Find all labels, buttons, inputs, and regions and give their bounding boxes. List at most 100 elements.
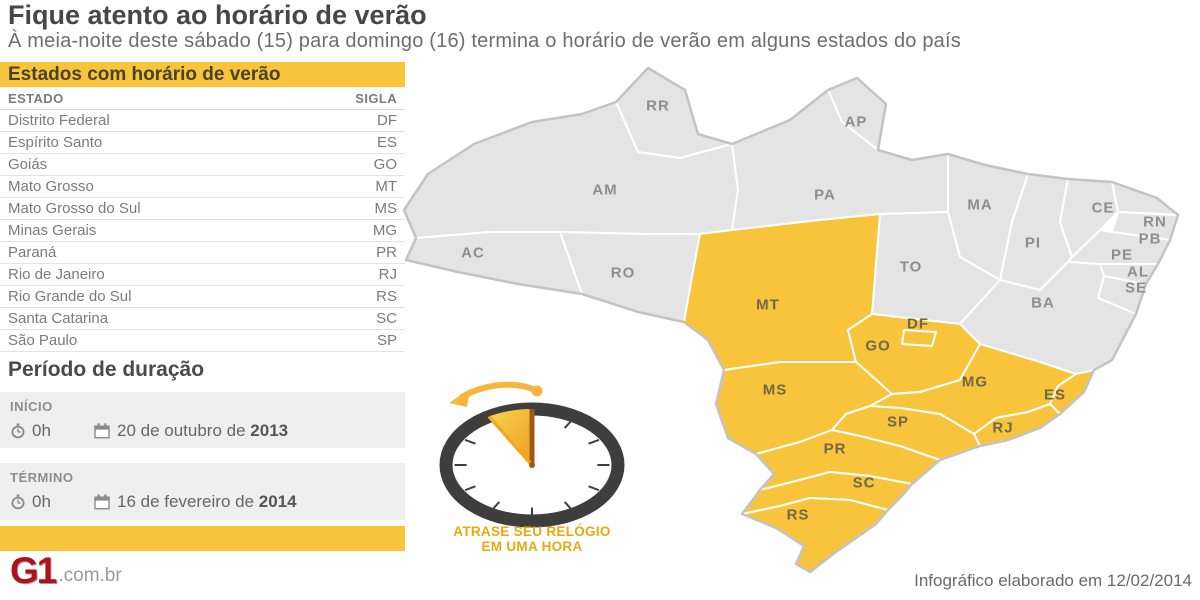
state-shape-RS xyxy=(741,497,889,573)
calendar-icon xyxy=(94,494,110,510)
state-label-MG: MG xyxy=(962,374,988,391)
state-code: DF xyxy=(377,112,397,129)
state-name: Rio Grande do Sul xyxy=(8,288,132,305)
state-label-TO: TO xyxy=(900,259,923,276)
state-name: Paraná xyxy=(8,244,57,261)
state-label-ES: ES xyxy=(1044,387,1066,404)
table-row: Rio de Janeiro RJ xyxy=(0,264,405,286)
clock-caption: ATRASE SEU RELÓGIO EM UMA HORA xyxy=(422,524,642,554)
clock-illustration xyxy=(422,380,642,538)
state-shape-RN xyxy=(1111,181,1179,216)
clock-icon xyxy=(10,423,26,439)
state-name: Minas Gerais xyxy=(8,222,97,239)
g1-logo: G1 .com.br xyxy=(10,552,122,589)
clock-icon xyxy=(10,494,26,510)
state-label-PR: PR xyxy=(824,441,847,458)
state-label-AL: AL xyxy=(1127,264,1149,281)
state-label-CE: CE xyxy=(1092,200,1115,217)
table-row: São Paulo SP xyxy=(0,330,405,352)
period-start-label: INÍCIO xyxy=(10,399,53,414)
state-label-DF: DF xyxy=(907,316,929,333)
state-label-GO: GO xyxy=(865,338,890,355)
state-label-PB: PB xyxy=(1139,231,1162,248)
period-end-time: 0h xyxy=(32,492,51,511)
state-label-BA: BA xyxy=(1031,295,1055,312)
table-row: Santa Catarina SC xyxy=(0,308,405,330)
state-code: PR xyxy=(376,244,397,261)
state-label-RJ: RJ xyxy=(992,420,1013,437)
period-start-time: 0h xyxy=(32,421,51,440)
period-start-box: INÍCIO 0h 20 de outubro de 2013 xyxy=(0,392,405,448)
state-code: ES xyxy=(376,134,397,151)
clock-caption-line1: ATRASE SEU RELÓGIO xyxy=(453,524,611,539)
table-row: Mato Grosso MT xyxy=(0,176,405,198)
clock-caption-line2: EM UMA HORA xyxy=(481,539,583,554)
calendar-icon xyxy=(94,423,110,439)
state-code: MS xyxy=(374,200,398,217)
state-shape-DF xyxy=(901,329,937,347)
state-name: Goiás xyxy=(8,156,48,173)
page-subtitle: À meia-noite deste sábado (15) para domi… xyxy=(8,30,961,52)
states-table: ESTADO SIGLA Distrito Federal DF Espírito … xyxy=(0,87,405,352)
state-label-MS: MS xyxy=(763,382,788,399)
state-label-AC: AC xyxy=(461,245,485,262)
table-header: ESTADO SIGLA xyxy=(0,87,405,110)
state-label-AM: AM xyxy=(592,182,617,199)
state-name: Rio de Janeiro xyxy=(8,266,105,283)
state-label-AP: AP xyxy=(845,114,868,131)
table-row: Goiás GO xyxy=(0,154,405,176)
state-label-PE: PE xyxy=(1111,247,1133,264)
state-label-PI: PI xyxy=(1025,235,1041,252)
table-row: Mato Grosso do Sul MS xyxy=(0,198,405,220)
state-label-SP: SP xyxy=(887,414,909,431)
period-end-box: TÉRMINO 0h 16 de fevereiro de 2014 xyxy=(0,463,405,520)
period-section-title: Período de duração xyxy=(8,358,205,381)
period-start-year: 2013 xyxy=(250,421,289,440)
state-code: SP xyxy=(376,332,397,349)
table-row: Distrito Federal DF xyxy=(0,110,405,132)
state-label-RR: RR xyxy=(646,98,670,115)
state-code: MT xyxy=(375,178,397,195)
state-shape-AC xyxy=(405,231,583,295)
g1-logo-text: G1 xyxy=(10,550,57,591)
state-label-RN: RN xyxy=(1143,214,1167,231)
state-name: Mato Grosso xyxy=(8,178,94,195)
state-name: Espírito Santo xyxy=(8,134,103,151)
state-name: São Paulo xyxy=(8,332,78,349)
period-end-year: 2014 xyxy=(258,492,297,511)
brazil-outline xyxy=(402,66,1180,574)
column-header-sigla: SIGLA xyxy=(355,90,397,106)
period-end-date: 16 de fevereiro de 2014 xyxy=(117,492,297,511)
table-row: Espírito Santo ES xyxy=(0,132,405,154)
state-label-SE: SE xyxy=(1125,280,1147,297)
period-start-date: 20 de outubro de 2013 xyxy=(117,421,289,440)
state-label-MT: MT xyxy=(756,297,780,314)
turn-back-arrow-icon xyxy=(449,381,543,407)
table-row: Minas Gerais MG xyxy=(0,220,405,242)
page-title: Fique atento ao horário de verão xyxy=(8,0,427,30)
table-row: Rio Grande do Sul RS xyxy=(0,286,405,308)
state-code: GO xyxy=(373,156,397,173)
period-end-label: TÉRMINO xyxy=(10,470,74,485)
footer-accent-bar xyxy=(0,526,405,551)
state-label-RO: RO xyxy=(611,265,636,282)
state-code: SC xyxy=(376,310,397,327)
state-label-PA: PA xyxy=(814,187,836,204)
g1-logo-suffix: .com.br xyxy=(58,565,122,586)
state-label-SC: SC xyxy=(853,475,876,492)
state-label-MA: MA xyxy=(967,197,992,214)
state-name: Distrito Federal xyxy=(8,112,110,129)
state-label-RS: RS xyxy=(787,507,810,524)
state-shape-MT xyxy=(683,213,881,371)
column-header-estado: ESTADO xyxy=(8,90,64,106)
states-table-body: Distrito Federal DF Espírito Santo ES Goiás G… xyxy=(0,110,405,352)
state-code: MG xyxy=(372,222,397,239)
state-code: RS xyxy=(376,288,397,305)
states-panel-header: Estados com horário de verão xyxy=(0,62,405,87)
table-row: Paraná PR xyxy=(0,242,405,264)
clock-hand-11 xyxy=(487,415,534,467)
credit-text: Infográfico elaborado em 12/02/2014 xyxy=(914,571,1192,590)
state-code: RJ xyxy=(378,266,397,283)
